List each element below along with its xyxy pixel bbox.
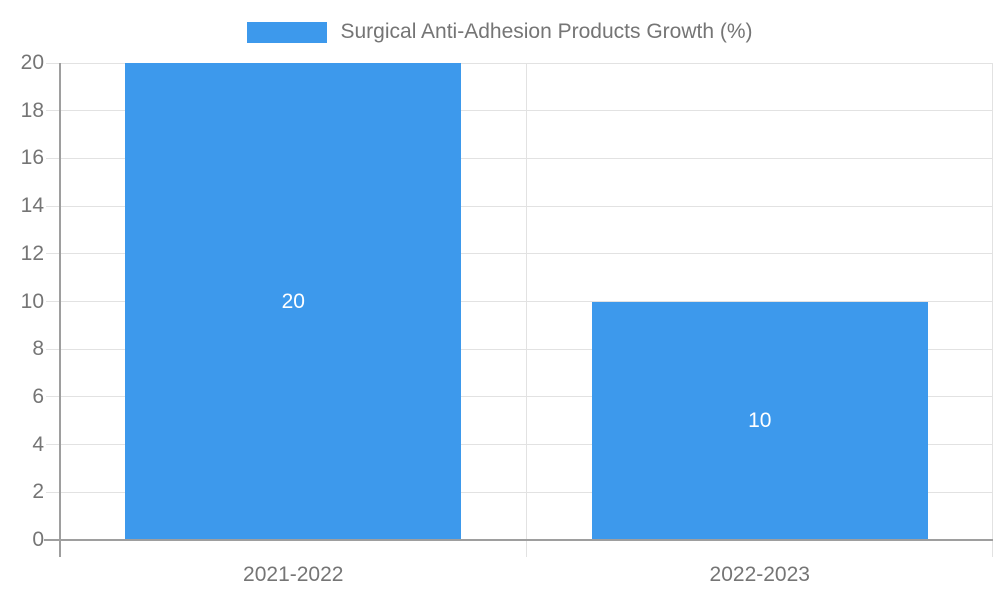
- y-axis-tick: [46, 62, 60, 64]
- y-axis-tick-label: 8: [32, 337, 44, 361]
- y-gridline: [60, 62, 993, 64]
- x-axis-category-label: 2021-2022: [243, 563, 344, 586]
- x-axis-category-label: 2022-2023: [709, 563, 810, 586]
- legend-swatch-icon: [247, 21, 328, 43]
- y-axis-line: [59, 63, 61, 557]
- y-gridline: [60, 157, 993, 159]
- y-axis-tick-label: 14: [20, 194, 44, 218]
- y-axis-tick: [46, 348, 60, 350]
- y-axis-tick-label: 16: [20, 146, 44, 170]
- legend-label: Surgical Anti-Adhesion Products Growth (…: [340, 20, 753, 43]
- y-axis-tick: [46, 157, 60, 159]
- bar-value-label: 10: [748, 408, 772, 432]
- y-axis-tick-label: 20: [20, 51, 44, 74]
- y-gridline: [60, 396, 993, 398]
- y-axis-tick-label: 2: [32, 480, 44, 504]
- x-axis-line: [44, 539, 993, 541]
- category-divider-gridline: [525, 63, 527, 557]
- y-axis-tick-label: 4: [32, 432, 44, 456]
- bar: [125, 63, 462, 540]
- y-axis-tick: [46, 110, 60, 112]
- y-gridline: [60, 110, 993, 112]
- bar-value-label: 20: [281, 289, 305, 313]
- bar: [591, 301, 928, 540]
- y-axis-tick-label: 12: [20, 241, 44, 265]
- y-axis-tick: [46, 205, 60, 207]
- y-gridline: [60, 253, 993, 255]
- category-divider-gridline: [992, 63, 993, 557]
- y-axis-tick: [46, 396, 60, 398]
- y-axis-tick-label: 6: [32, 384, 44, 408]
- y-axis-tick-label: 10: [20, 289, 44, 313]
- y-axis-tick: [46, 301, 60, 302]
- y-gridline: [60, 444, 993, 446]
- y-axis-tick: [46, 491, 60, 493]
- y-gridline: [60, 301, 993, 302]
- y-gridline: [60, 205, 993, 207]
- y-gridline: [60, 348, 993, 350]
- y-axis-tick-label: 0: [32, 528, 44, 551]
- y-axis-tick: [46, 253, 60, 255]
- y-axis-tick-label: 18: [20, 98, 44, 122]
- y-gridline: [60, 491, 993, 493]
- plot-area: 20 10: [60, 62, 993, 540]
- legend: Surgical Anti-Adhesion Products Growth (…: [0, 20, 1000, 44]
- y-axis-tick: [46, 444, 60, 446]
